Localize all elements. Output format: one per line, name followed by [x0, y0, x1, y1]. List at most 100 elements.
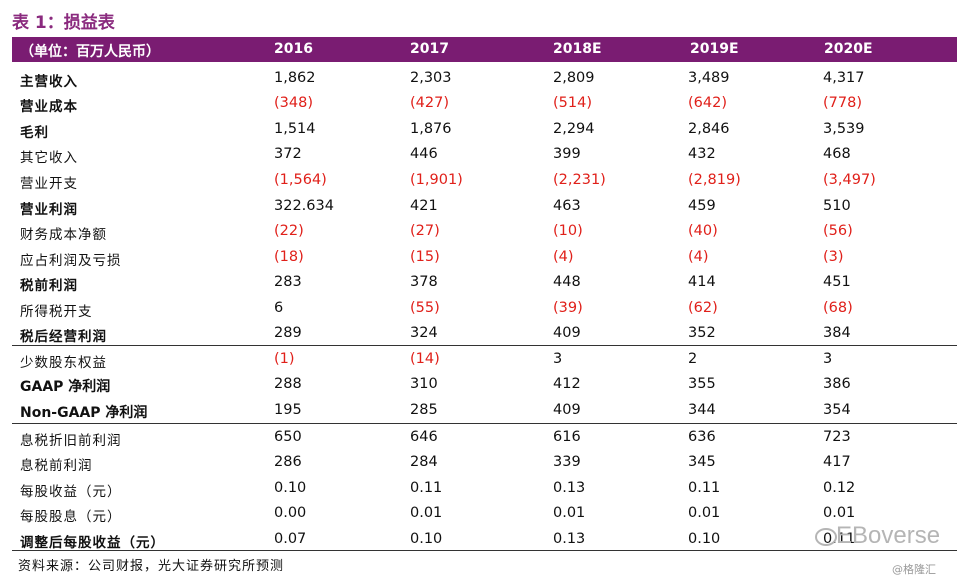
table-cell: 0.00 — [274, 505, 307, 521]
table-row: 营业开支 (1,564) (1,901) (2,231) (2,819) (3,497) — [12, 169, 957, 194]
table-cell: 322.634 — [274, 198, 334, 214]
table-cell: (55) — [410, 300, 440, 316]
table-cell: 409 — [553, 402, 581, 418]
table-header: （单位：百万人民币） 2016 2017 2018E 2019E 2020E — [12, 37, 957, 62]
table-row: 营业成本 (348) (427) (514) (642) (778) — [12, 92, 957, 117]
table-cell: 3 — [823, 351, 833, 367]
chat-bubble-icon — [815, 528, 837, 546]
row-label: 息税折旧前利润 — [20, 433, 122, 449]
table-cell: (348) — [274, 95, 313, 111]
table-cell: 1,876 — [410, 121, 452, 137]
table-cell: (3) — [823, 249, 844, 265]
table-cell: 352 — [688, 325, 716, 341]
table-cell: 195 — [274, 402, 302, 418]
table-cell: 650 — [274, 429, 302, 445]
table-cell: 421 — [410, 198, 438, 214]
table-cell: 0.13 — [553, 480, 586, 496]
table-cell: 384 — [823, 325, 851, 341]
row-divider — [12, 345, 957, 346]
table-cell: 285 — [410, 402, 438, 418]
watermark: EBoverse — [836, 522, 941, 549]
table-row: Non-GAAP 净利润 195 285 409 344 354 — [12, 399, 957, 424]
table-cell: 1,862 — [274, 70, 316, 86]
table-cell: 284 — [410, 454, 438, 470]
table-title: 表 1：损益表 — [12, 13, 115, 33]
table-cell: 446 — [410, 146, 438, 162]
table-cell: 289 — [274, 325, 302, 341]
table-cell: 355 — [688, 376, 716, 392]
row-label: 财务成本净额 — [20, 227, 107, 243]
table-cell: (778) — [823, 95, 862, 111]
table-cell: 0.12 — [823, 480, 856, 496]
table-row: 每股收益（元） 0.10 0.11 0.13 0.11 0.12 — [12, 477, 957, 502]
table-cell: 4,317 — [823, 70, 865, 86]
row-label: 其它收入 — [20, 150, 78, 166]
row-label: 调整后每股收益（元） — [20, 535, 165, 551]
table-row: 息税前利润 286 284 339 345 417 — [12, 451, 957, 476]
table-cell: (1) — [274, 351, 295, 367]
table-cell: (14) — [410, 351, 440, 367]
table-cell: 6 — [274, 300, 284, 316]
table-cell: (2,231) — [553, 172, 606, 188]
table-cell: 339 — [553, 454, 581, 470]
table-cell: (4) — [553, 249, 574, 265]
row-divider — [12, 423, 957, 424]
table-cell: 283 — [274, 274, 302, 290]
table-cell: 0.01 — [823, 505, 856, 521]
table-cell: 354 — [823, 402, 851, 418]
table-row: 少数股东权益 (1) (14) 3 2 3 — [12, 348, 957, 373]
table-row: 其它收入 372 446 399 432 468 — [12, 143, 957, 168]
table-cell: 468 — [823, 146, 851, 162]
table-cell: (514) — [553, 95, 592, 111]
table-row: 税后经营利润 289 324 409 352 384 — [12, 322, 957, 347]
table-cell: 378 — [410, 274, 438, 290]
table-cell: 324 — [410, 325, 438, 341]
row-label: 营业利润 — [20, 202, 78, 218]
table-cell: 414 — [688, 274, 716, 290]
table-cell: 386 — [823, 376, 851, 392]
table-row: 财务成本净额 (22) (27) (10) (40) (56) — [12, 220, 957, 245]
table-cell: (22) — [274, 223, 304, 239]
table-cell: (39) — [553, 300, 583, 316]
table-cell: 0.07 — [274, 531, 307, 547]
table-cell: (642) — [688, 95, 727, 111]
table-bottom-border — [12, 550, 957, 551]
table-cell: 3,489 — [688, 70, 730, 86]
table-cell: 2,294 — [553, 121, 595, 137]
table-cell: 432 — [688, 146, 716, 162]
table-cell: 310 — [410, 376, 438, 392]
table-cell: (27) — [410, 223, 440, 239]
row-label: 营业成本 — [20, 99, 78, 115]
table-cell: 288 — [274, 376, 302, 392]
table-cell: 345 — [688, 454, 716, 470]
table-cell: (2,819) — [688, 172, 741, 188]
table-cell: 0.10 — [410, 531, 443, 547]
table-row: 所得税开支 6 (55) (39) (62) (68) — [12, 297, 957, 322]
table-cell: 2,809 — [553, 70, 595, 86]
table-cell: 616 — [553, 429, 581, 445]
table-row: 主营收入 1,862 2,303 2,809 3,489 4,317 — [12, 67, 957, 92]
table-cell: 0.13 — [553, 531, 586, 547]
table-cell: 2 — [688, 351, 698, 367]
table-cell: 344 — [688, 402, 716, 418]
table-cell: (4) — [688, 249, 709, 265]
table-cell: 646 — [410, 429, 438, 445]
table-cell: (15) — [410, 249, 440, 265]
row-label: 主营收入 — [20, 74, 78, 90]
table-row: 税前利润 283 378 448 414 451 — [12, 271, 957, 296]
table-cell: (10) — [553, 223, 583, 239]
row-label: Non-GAAP 净利润 — [20, 405, 148, 421]
row-label: GAAP 净利润 — [20, 379, 111, 395]
table-cell: 459 — [688, 198, 716, 214]
table-cell: 0.01 — [553, 505, 586, 521]
year-2017-header: 2017 — [410, 41, 449, 57]
table-cell: (1,901) — [410, 172, 463, 188]
table-cell: 1,514 — [274, 121, 316, 137]
year-2019e-header: 2019E — [690, 41, 739, 57]
source-note: 资料来源：公司财报，光大证券研究所预测 — [18, 559, 285, 574]
row-label: 所得税开支 — [20, 304, 93, 320]
table-cell: 723 — [823, 429, 851, 445]
table-cell: (1,564) — [274, 172, 327, 188]
table-cell: 2,846 — [688, 121, 730, 137]
row-label: 每股收益（元） — [20, 484, 122, 500]
